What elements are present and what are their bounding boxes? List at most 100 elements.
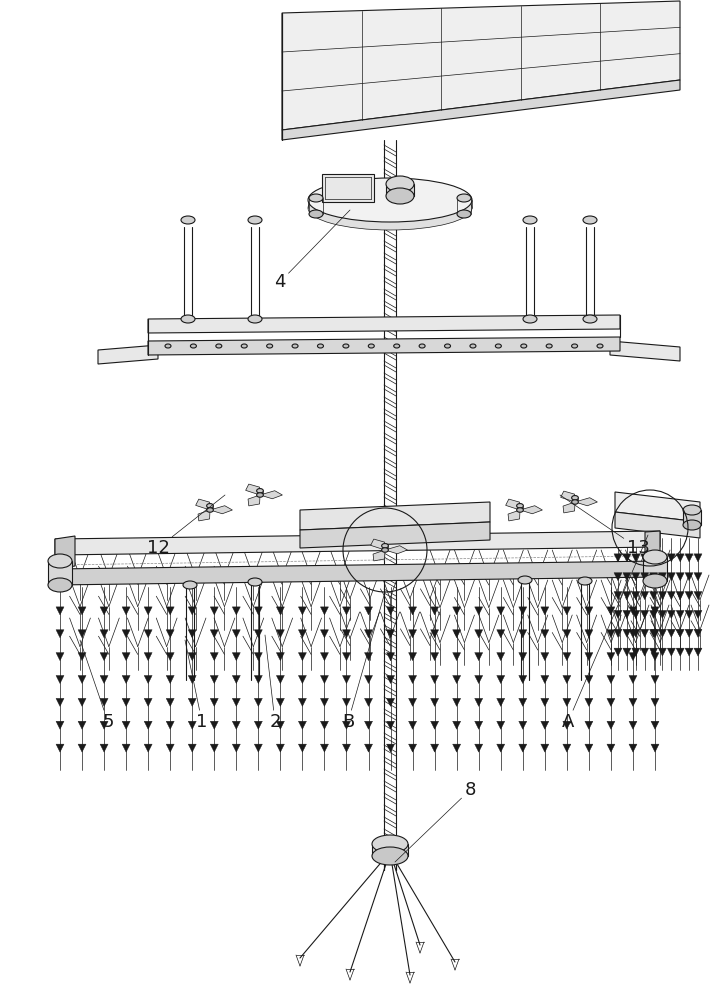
Polygon shape xyxy=(276,676,285,684)
Polygon shape xyxy=(298,744,306,752)
Polygon shape xyxy=(122,744,130,752)
Polygon shape xyxy=(649,629,658,637)
Polygon shape xyxy=(685,629,693,637)
Polygon shape xyxy=(342,653,350,661)
Ellipse shape xyxy=(572,344,577,348)
Polygon shape xyxy=(563,676,571,684)
Polygon shape xyxy=(685,648,693,656)
Polygon shape xyxy=(614,573,622,581)
Polygon shape xyxy=(100,721,108,729)
Polygon shape xyxy=(641,648,649,656)
Polygon shape xyxy=(541,744,549,752)
Polygon shape xyxy=(298,653,306,661)
Polygon shape xyxy=(98,345,158,364)
Polygon shape xyxy=(475,630,482,638)
Polygon shape xyxy=(643,557,667,581)
Polygon shape xyxy=(651,630,659,638)
Polygon shape xyxy=(431,630,439,638)
Polygon shape xyxy=(431,653,439,661)
Polygon shape xyxy=(342,698,350,706)
Polygon shape xyxy=(387,698,395,706)
Polygon shape xyxy=(614,592,622,600)
Polygon shape xyxy=(298,630,306,638)
Polygon shape xyxy=(694,648,702,656)
Polygon shape xyxy=(365,676,372,684)
Polygon shape xyxy=(365,607,372,615)
Polygon shape xyxy=(276,653,285,661)
Polygon shape xyxy=(519,653,527,661)
Ellipse shape xyxy=(517,508,523,512)
Polygon shape xyxy=(188,630,196,638)
Polygon shape xyxy=(232,676,240,684)
Polygon shape xyxy=(56,630,64,638)
Ellipse shape xyxy=(518,576,532,584)
Polygon shape xyxy=(497,744,505,752)
Ellipse shape xyxy=(267,344,273,348)
Polygon shape xyxy=(246,484,260,495)
Polygon shape xyxy=(615,512,700,538)
Polygon shape xyxy=(431,698,439,706)
Polygon shape xyxy=(276,721,285,729)
Ellipse shape xyxy=(372,847,408,865)
Polygon shape xyxy=(561,491,575,502)
Polygon shape xyxy=(649,592,658,600)
Polygon shape xyxy=(694,610,702,618)
Polygon shape xyxy=(541,607,549,615)
Ellipse shape xyxy=(257,489,263,493)
Polygon shape xyxy=(541,653,549,661)
Text: 2: 2 xyxy=(265,635,280,731)
Polygon shape xyxy=(585,698,593,706)
Polygon shape xyxy=(210,607,219,615)
Polygon shape xyxy=(683,510,701,525)
Ellipse shape xyxy=(242,344,247,348)
Polygon shape xyxy=(300,502,490,530)
Polygon shape xyxy=(322,174,374,202)
Text: A: A xyxy=(562,535,648,731)
Polygon shape xyxy=(188,653,196,661)
Polygon shape xyxy=(100,744,108,752)
Polygon shape xyxy=(431,607,439,615)
Polygon shape xyxy=(614,629,622,637)
Polygon shape xyxy=(519,607,527,615)
Polygon shape xyxy=(645,531,660,562)
Polygon shape xyxy=(453,676,461,684)
Polygon shape xyxy=(497,698,505,706)
Polygon shape xyxy=(629,630,637,638)
Polygon shape xyxy=(541,676,549,684)
Polygon shape xyxy=(100,607,108,615)
Polygon shape xyxy=(614,554,622,562)
Polygon shape xyxy=(629,721,637,729)
Polygon shape xyxy=(387,721,395,729)
Polygon shape xyxy=(453,698,461,706)
Polygon shape xyxy=(651,607,659,615)
Polygon shape xyxy=(497,607,505,615)
Polygon shape xyxy=(48,561,72,585)
Polygon shape xyxy=(255,630,262,638)
Polygon shape xyxy=(408,676,416,684)
Ellipse shape xyxy=(206,508,214,512)
Polygon shape xyxy=(365,630,372,638)
Polygon shape xyxy=(632,573,640,581)
Polygon shape xyxy=(387,607,395,615)
Ellipse shape xyxy=(165,344,171,348)
Ellipse shape xyxy=(457,210,471,218)
Ellipse shape xyxy=(382,544,388,548)
Polygon shape xyxy=(122,698,130,706)
Polygon shape xyxy=(508,510,520,521)
Polygon shape xyxy=(188,676,196,684)
Ellipse shape xyxy=(643,550,667,564)
Polygon shape xyxy=(255,698,262,706)
Ellipse shape xyxy=(248,216,262,224)
Polygon shape xyxy=(677,573,684,581)
Polygon shape xyxy=(298,721,306,729)
Polygon shape xyxy=(144,744,152,752)
Polygon shape xyxy=(475,721,482,729)
Polygon shape xyxy=(144,607,152,615)
Polygon shape xyxy=(632,610,640,618)
Ellipse shape xyxy=(583,315,597,323)
Polygon shape xyxy=(260,491,283,499)
Ellipse shape xyxy=(183,581,197,589)
Polygon shape xyxy=(475,676,482,684)
Polygon shape xyxy=(632,554,640,562)
Ellipse shape xyxy=(309,194,323,202)
